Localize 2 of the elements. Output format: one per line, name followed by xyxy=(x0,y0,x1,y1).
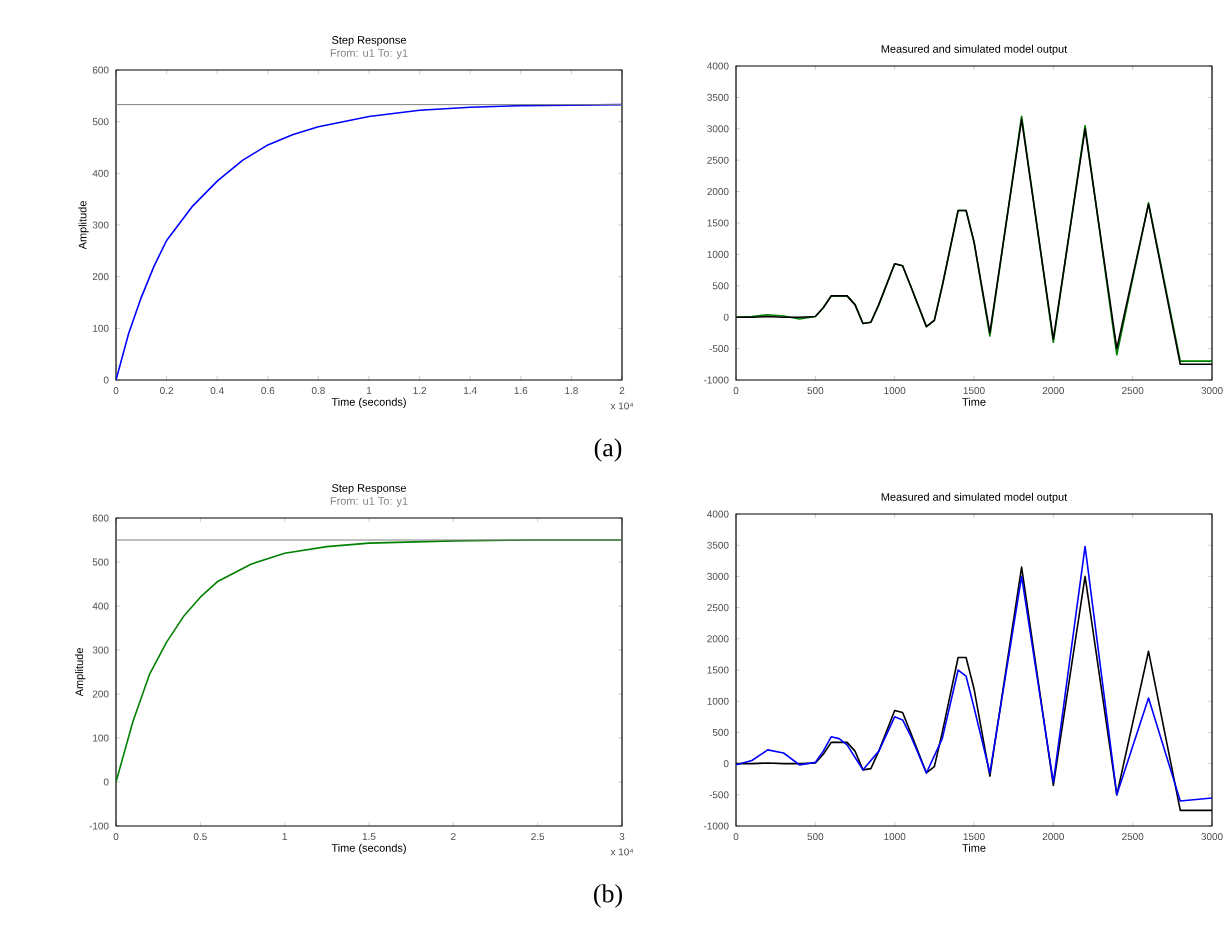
text: (b) xyxy=(594,884,622,908)
text: (a) xyxy=(594,438,622,462)
